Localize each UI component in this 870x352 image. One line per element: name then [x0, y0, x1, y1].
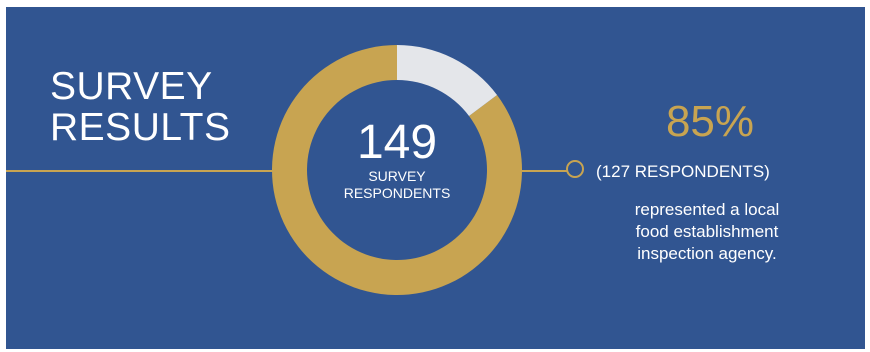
center-label-line-1: SURVEY [368, 168, 426, 184]
highlight-description: represented a local food establishment i… [596, 199, 818, 265]
total-respondents-number: 149 [356, 116, 438, 169]
circle-marker-icon [566, 160, 584, 178]
survey-results-title: SURVEY RESULTS [50, 66, 231, 148]
left-connector-line [6, 170, 286, 172]
respondents-donut-chart [272, 45, 522, 295]
highlight-percent: 85% [665, 97, 755, 146]
donut-slices [272, 45, 522, 295]
center-label-line-2: RESPONDENTS [343, 185, 451, 201]
donut-slice-other [397, 45, 498, 117]
right-connector-line [520, 170, 568, 172]
description-line-2: food establishment [635, 222, 779, 241]
description-line-1: represented a local [634, 200, 780, 219]
highlight-respondents-count: (127 RESPONDENTS) [596, 162, 770, 181]
title-line-1: SURVEY [50, 65, 213, 108]
title-line-2: RESULTS [50, 106, 231, 149]
donut-center-label: 149 SURVEY RESPONDENTS [322, 118, 472, 202]
description-line-3: inspection agency. [637, 244, 777, 263]
